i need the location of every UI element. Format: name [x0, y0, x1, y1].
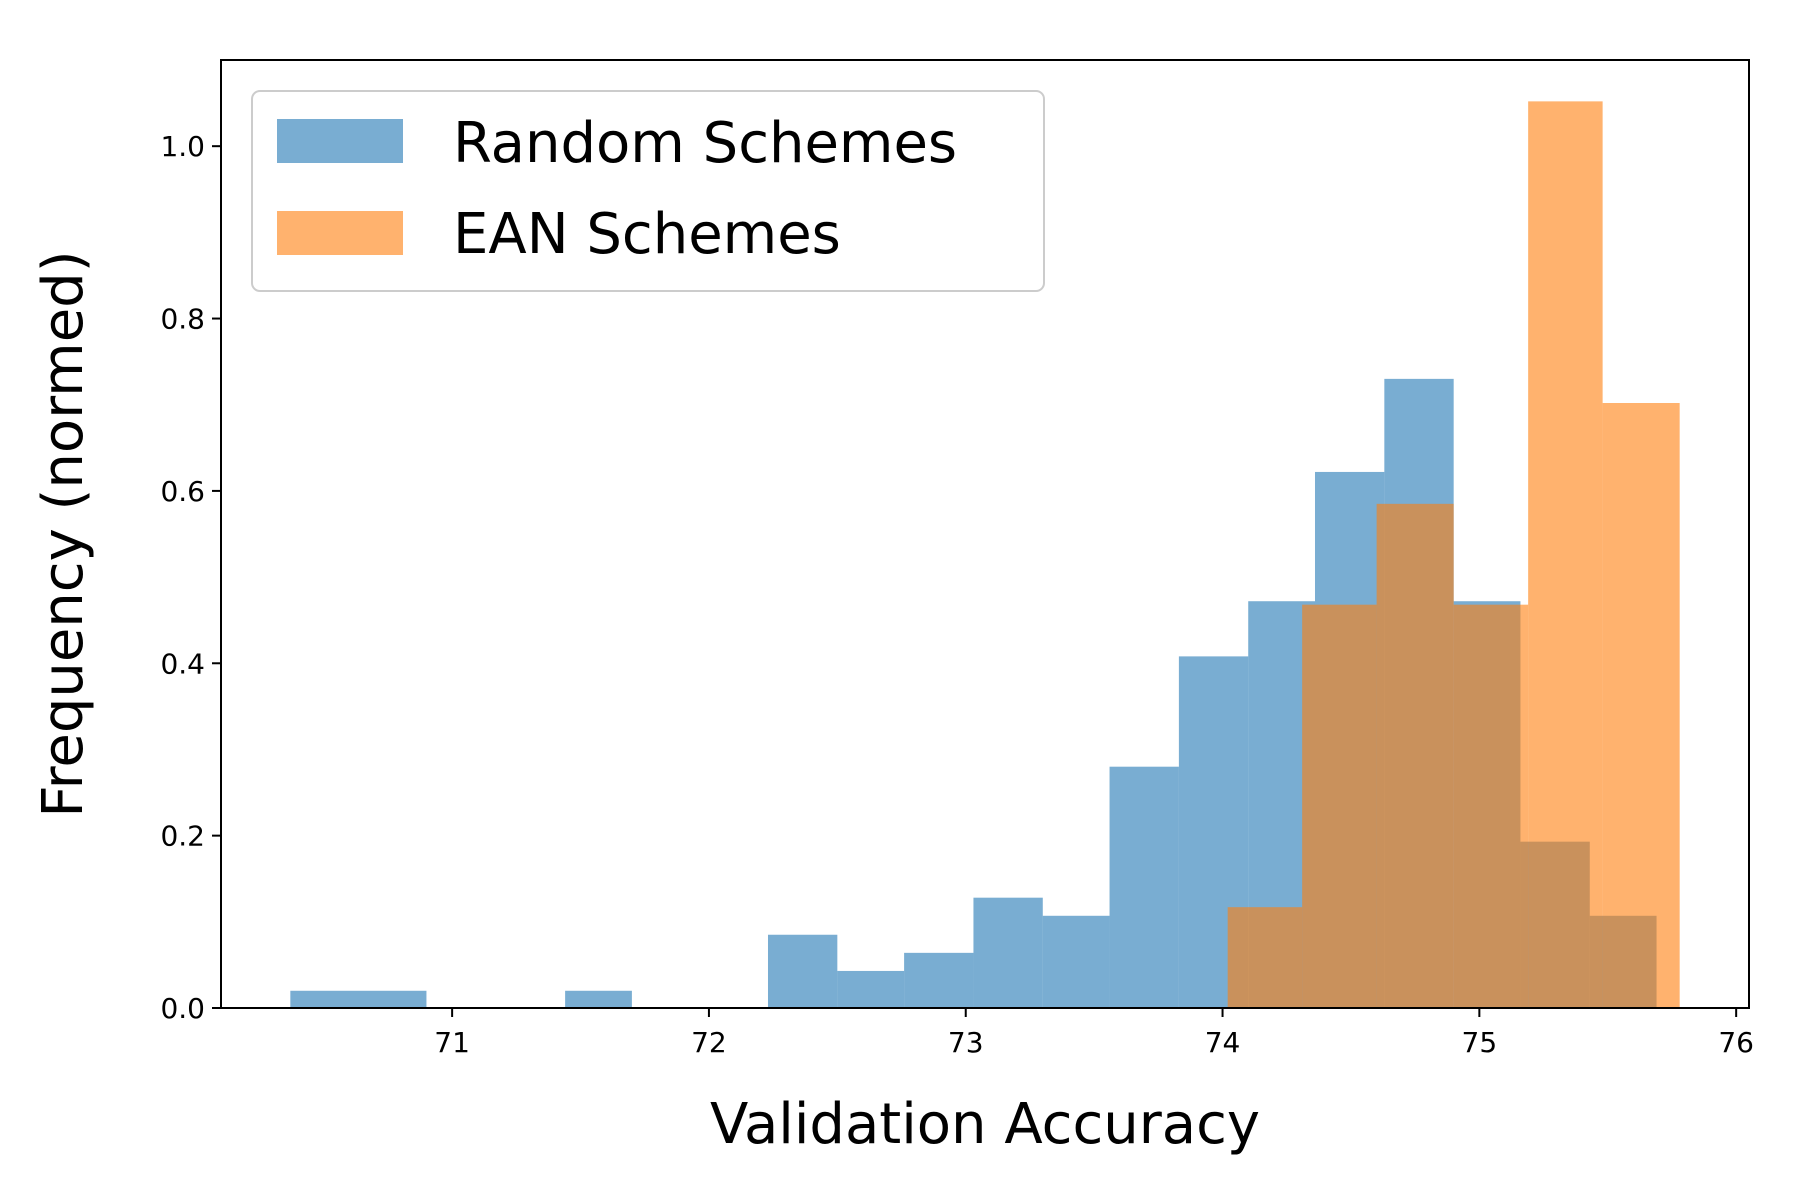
x-tick-label: 74: [1205, 1026, 1241, 1059]
x-tick-label: 72: [691, 1026, 727, 1059]
bar-ean-schemes-0: [1227, 907, 1303, 1008]
bar-ean-schemes-1: [1302, 604, 1377, 1008]
y-tick-label: 0.0: [160, 992, 205, 1025]
y-axis-ticks: 0.0 0.2 0.4 0.6 0.8 1.0: [160, 130, 221, 1025]
x-axis-title: Validation Accuracy: [710, 1092, 1260, 1157]
bar-random-schemes-7: [973, 897, 1043, 1008]
x-tick-label: 71: [434, 1026, 470, 1059]
bar-random-schemes-2: [565, 990, 632, 1008]
bar-random-schemes-0: [290, 990, 427, 1008]
bar-ean-schemes-4: [1528, 101, 1603, 1009]
y-tick-label: 0.4: [160, 647, 205, 680]
x-axis-ticks: 71 72 73 74 75 76: [434, 1008, 1754, 1059]
legend-swatch-ean-schemes: [277, 211, 403, 255]
legend-swatch-random-schemes: [277, 119, 403, 163]
x-tick-label: 73: [948, 1026, 984, 1059]
legend: Random Schemes EAN Schemes: [251, 90, 1045, 292]
y-tick-label: 0.6: [160, 475, 205, 508]
bar-random-schemes-6: [904, 952, 974, 1008]
bar-ean-schemes-5: [1602, 403, 1680, 1008]
legend-label-random-schemes: Random Schemes: [453, 111, 957, 176]
histogram-bars: [290, 101, 1680, 1009]
bar-random-schemes-8: [1042, 915, 1110, 1008]
bar-random-schemes-4: [767, 934, 838, 1008]
bar-random-schemes-9: [1109, 766, 1179, 1008]
y-tick-label: 0.2: [160, 820, 205, 853]
bar-random-schemes-5: [837, 970, 905, 1008]
bar-ean-schemes-3: [1453, 604, 1529, 1008]
y-tick-label: 1.0: [160, 130, 205, 163]
plot-frame: [220, 59, 1750, 1009]
bar-ean-schemes-2: [1376, 503, 1454, 1008]
y-tick-label: 0.8: [160, 303, 205, 336]
legend-label-ean-schemes: EAN Schemes: [453, 202, 841, 267]
y-axis-title: Frequency (normed): [31, 250, 96, 817]
legend-box: [251, 90, 1045, 292]
x-tick-label: 75: [1462, 1026, 1498, 1059]
x-tick-label: 76: [1718, 1026, 1754, 1059]
